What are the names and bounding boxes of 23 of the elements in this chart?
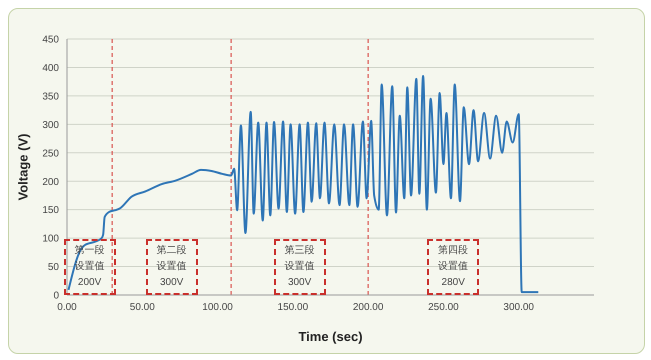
y-tick-label: 350 bbox=[42, 91, 60, 102]
annotation: 第二段设置值300V bbox=[146, 239, 198, 295]
y-tick-label: 400 bbox=[42, 62, 60, 74]
x-tick-label: 300.00 bbox=[503, 302, 534, 314]
x-tick-label: 200.00 bbox=[352, 302, 384, 314]
y-tick-label: 300 bbox=[42, 120, 60, 131]
x-axis-title: Time (sec) bbox=[298, 329, 363, 344]
x-tick-label: 150.00 bbox=[278, 302, 309, 314]
x-tick-label: 250.00 bbox=[428, 302, 460, 314]
y-tick-label: 100 bbox=[42, 234, 60, 245]
x-tick-label: 100.00 bbox=[202, 302, 234, 314]
y-tick-label: 150 bbox=[42, 205, 60, 216]
line-series bbox=[68, 74, 540, 294]
annotation: 第四段设置值280V bbox=[427, 239, 480, 295]
y-tick-label: 200 bbox=[42, 176, 60, 188]
annotation: 第三段设置值300V bbox=[274, 239, 326, 295]
y-tick-label: 250 bbox=[42, 148, 60, 160]
y-tick-label: 450 bbox=[42, 34, 60, 46]
y-tick-label: 50 bbox=[48, 262, 60, 274]
x-tick-label: 0.00 bbox=[57, 302, 78, 314]
y-axis-title: Voltage (V) bbox=[16, 134, 31, 200]
y-tick-label: 0 bbox=[53, 290, 60, 302]
x-tick-label: 50.00 bbox=[130, 302, 156, 314]
